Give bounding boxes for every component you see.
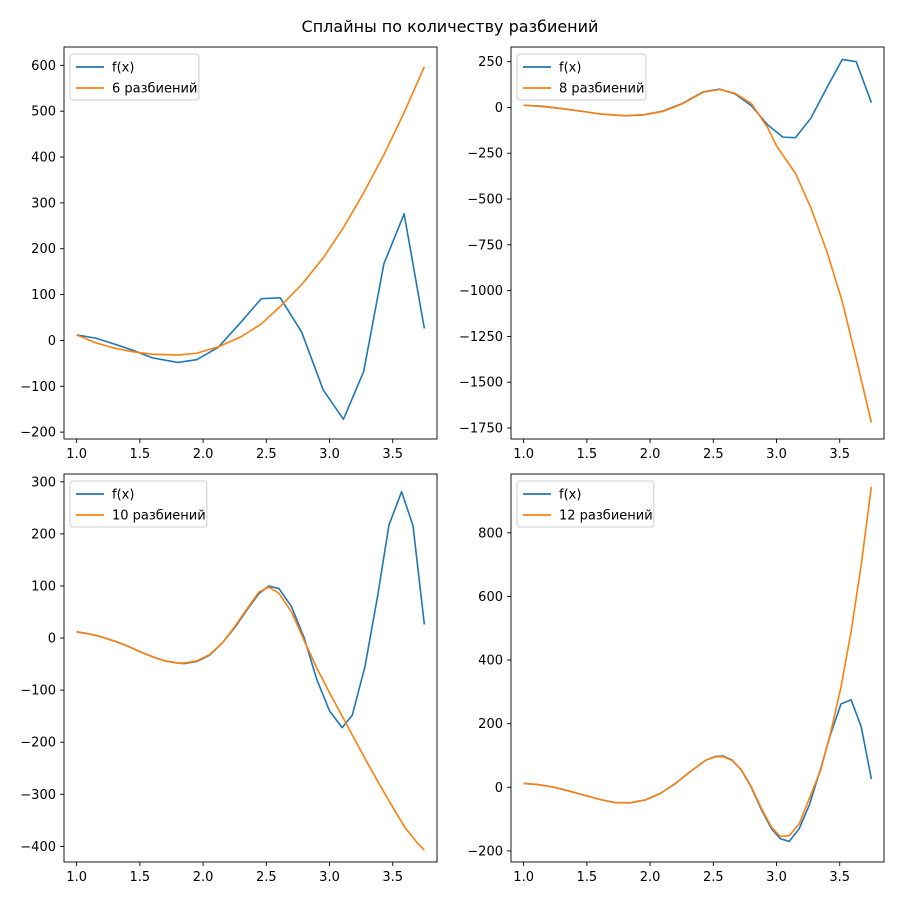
legend-box <box>69 480 208 528</box>
subplot-1: 1.0 1.5 2.0 2.5 3.0 3.5 −200 −100 0 100 200 300 400 5… <box>20 46 438 462</box>
y-tick-label: −1250 <box>459 330 503 345</box>
x-tick-label: 1.5 <box>130 447 151 462</box>
legend-label: 6 разбиений <box>112 82 197 97</box>
x-tick-label: 2.5 <box>703 870 724 885</box>
y-tick-label: 0 <box>495 781 503 796</box>
y-tick-label: −400 <box>20 840 56 855</box>
x-tick-label: 2.5 <box>256 870 277 885</box>
x-tick-label: 2.0 <box>193 447 214 462</box>
y-tick-label: −1750 <box>459 422 503 437</box>
legend-label: f(x) <box>559 61 581 76</box>
series-line-spline <box>523 486 873 838</box>
legend-label: f(x) <box>112 61 134 76</box>
axes-frame <box>510 473 885 863</box>
y-tick-label: 200 <box>31 242 56 257</box>
y-tick-label: −100 <box>20 380 56 395</box>
subplot-2: 1.0 1.5 2.0 2.5 3.0 3.5 −1750 −1500 −1250 −1000 −7… <box>459 46 885 462</box>
y-tick-label: −200 <box>20 426 56 441</box>
x-tick-label: 1.5 <box>577 870 598 885</box>
x-tick-label: 3.5 <box>382 870 403 885</box>
series-line-fx <box>76 213 426 421</box>
axes-frame <box>63 473 438 863</box>
y-tick-label: −200 <box>467 844 503 859</box>
x-tick-label: 3.0 <box>319 870 340 885</box>
legend-label: 12 разбиений <box>559 509 653 524</box>
charts-container: 1.0 1.5 2.0 2.5 3.0 3.5−200−10001002003004005… <box>20 46 885 885</box>
subplot-3: 1.0 1.5 2.0 2.5 3.0 3.5 −400 −300 −200 −100 0 100 20… <box>20 473 438 885</box>
legend-label: 8 разбиений <box>559 82 644 97</box>
x-tick-label: 3.5 <box>382 447 403 462</box>
figure-title: Сплайны по количеству разбиений <box>302 17 599 36</box>
y-tick-label: 300 <box>31 196 56 211</box>
x-tick-label: 3.5 <box>829 447 850 462</box>
y-tick-label: −300 <box>20 788 56 803</box>
legend-label: f(x) <box>559 488 581 503</box>
y-tick-label: −200 <box>20 736 56 751</box>
y-tick-label: 800 <box>478 526 503 541</box>
series-line-spline <box>523 88 873 423</box>
y-tick-label: 100 <box>31 579 56 594</box>
x-tick-label: 2.5 <box>703 447 724 462</box>
y-tick-label: 0 <box>48 632 56 647</box>
x-tick-label: 2.0 <box>193 870 214 885</box>
axes-frame <box>63 46 438 440</box>
y-tick-label: 600 <box>478 590 503 605</box>
x-tick-label: 2.0 <box>640 870 661 885</box>
series-line-spline <box>76 586 425 851</box>
y-tick-label: 250 <box>478 55 503 70</box>
y-tick-label: −1500 <box>459 376 503 391</box>
y-tick-label: 600 <box>31 59 56 74</box>
legend-label: f(x) <box>112 488 134 503</box>
y-tick-label: 500 <box>31 105 56 120</box>
y-tick-label: 400 <box>478 654 503 669</box>
x-tick-label: 1.0 <box>66 870 87 885</box>
y-tick-label: −1000 <box>459 284 503 299</box>
y-tick-label: −500 <box>467 193 503 208</box>
x-tick-label: 3.0 <box>766 447 787 462</box>
x-tick-label: 1.5 <box>130 870 151 885</box>
x-tick-label: 2.0 <box>640 447 661 462</box>
series-line-spline <box>76 66 426 356</box>
series-line-fx <box>523 698 873 843</box>
y-tick-label: 0 <box>495 101 503 116</box>
x-tick-label: 3.5 <box>829 870 850 885</box>
x-tick-label: 1.5 <box>577 447 598 462</box>
y-tick-label: −750 <box>467 238 503 253</box>
x-tick-label: 1.0 <box>66 447 87 462</box>
axes-frame <box>510 46 885 440</box>
x-tick-label: 3.0 <box>319 447 340 462</box>
y-tick-label: 0 <box>48 334 56 349</box>
y-tick-label: 200 <box>31 527 56 542</box>
y-tick-label: 300 <box>31 475 56 490</box>
x-tick-label: 1.0 <box>513 870 534 885</box>
subplot-4: 1.0 1.5 2.0 2.5 3.0 3.5 −200 0 200 400 600 800 f(x) 1… <box>467 473 885 885</box>
y-tick-label: −250 <box>467 147 503 162</box>
x-tick-label: 1.0 <box>513 447 534 462</box>
y-tick-label: −100 <box>20 684 56 699</box>
y-tick-label: 400 <box>31 151 56 166</box>
legend-label: 10 разбиений <box>112 509 206 524</box>
x-tick-label: 3.0 <box>766 870 787 885</box>
legend-box <box>516 480 655 528</box>
y-tick-label: 200 <box>478 717 503 732</box>
y-tick-label: 100 <box>31 288 56 303</box>
x-tick-label: 2.5 <box>256 447 277 462</box>
